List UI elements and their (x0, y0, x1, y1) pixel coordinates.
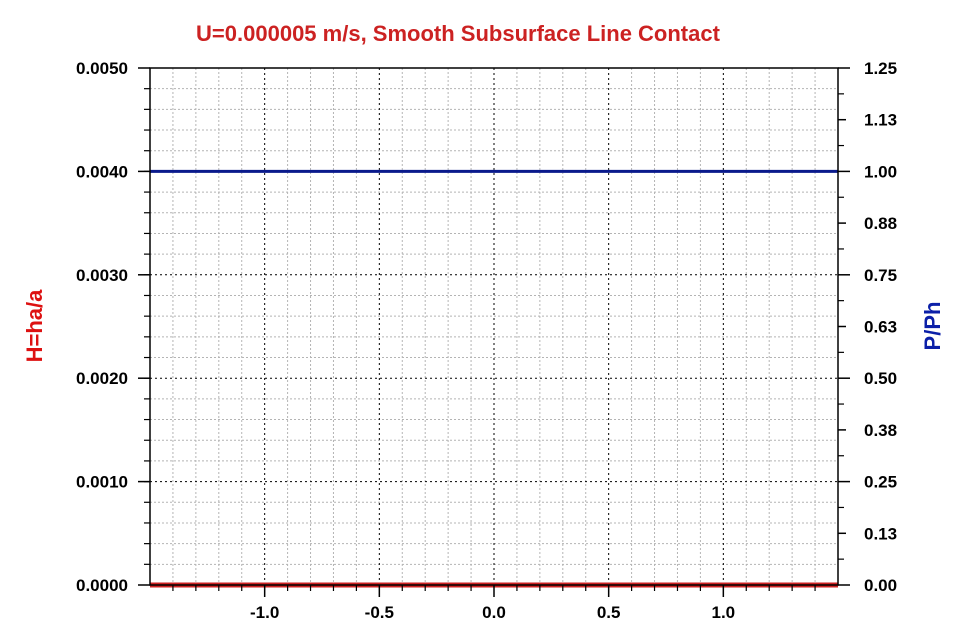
y-right-tick-label: 0.75 (864, 266, 897, 285)
y-left-tick-label: 0.0000 (76, 576, 128, 595)
plot-frame (149, 67, 839, 586)
x-tick-label: 0.5 (597, 603, 621, 622)
y-left-tick-label: 0.0020 (76, 369, 128, 388)
y-right-tick-label: 0.88 (864, 214, 897, 233)
y-right-tick-label: 0.25 (864, 473, 897, 492)
y-right-tick-label: 0.50 (864, 369, 897, 388)
y-right-tick-label: 0.38 (864, 421, 897, 440)
chart-title: U=0.000005 m/s, Smooth Subsurface Line C… (196, 21, 721, 46)
y-right-tick-label: 0.13 (864, 524, 897, 543)
grid (150, 68, 838, 585)
y-right-tick-label: 1.00 (864, 162, 897, 181)
y-right-tick-label: 0.00 (864, 576, 897, 595)
y-right-tick-label: 1.25 (864, 59, 897, 78)
tick-labels: 0.0050 0.0040 0.0030 0.0020 0.0010 0.0000 1.25… (76, 59, 897, 622)
y-axis-left-title: H=ha/a (22, 289, 47, 363)
ticks (138, 67, 850, 597)
x-tick-label: 0.0 (482, 603, 506, 622)
y-left-tick-label: 0.0010 (76, 473, 128, 492)
x-tick-label: -1.0 (250, 603, 279, 622)
y-left-tick-label: 0.0050 (76, 59, 128, 78)
x-tick-label: -0.5 (365, 603, 394, 622)
y-right-tick-label: 0.63 (864, 318, 897, 337)
y-left-tick-label: 0.0030 (76, 266, 128, 285)
y-left-tick-label: 0.0040 (76, 162, 128, 181)
y-right-tick-label: 1.13 (864, 111, 897, 130)
x-tick-label: 1.0 (712, 603, 736, 622)
y-axis-right-title: P/Ph (920, 302, 945, 351)
